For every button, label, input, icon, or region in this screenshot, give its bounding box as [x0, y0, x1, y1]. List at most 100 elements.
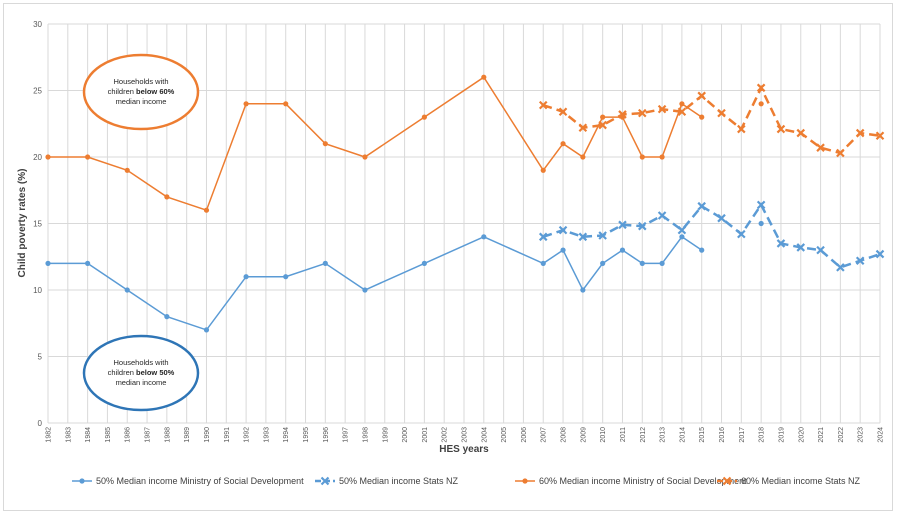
data-point: [421, 114, 427, 120]
legend-item: 60% Median income Stats NZ: [717, 476, 861, 486]
data-point: [677, 107, 687, 117]
x-tick-label: 2002: [442, 427, 449, 443]
data-point: [657, 211, 667, 220]
annotation-text: children below 60%: [108, 87, 175, 96]
data-point: [855, 128, 865, 138]
x-axis-ticks: 1982 1983 1984 1985 1986 1987 1988 1989 1990 1991…: [46, 427, 885, 443]
data-point: [85, 154, 91, 160]
x-tick-label: 2017: [739, 427, 746, 443]
data-point: [758, 101, 764, 107]
y-tick-label: 0: [38, 419, 43, 428]
legend-marker: [79, 478, 85, 484]
x-tick-label: 2001: [422, 427, 429, 443]
annotation-span: median income: [116, 378, 167, 387]
x-tick-label: 2000: [402, 427, 409, 443]
annotation-text: Households with: [113, 358, 168, 367]
x-tick-label: 2006: [521, 427, 528, 443]
series-group: [45, 74, 885, 333]
data-point: [578, 232, 588, 242]
annotation-ellipse: [82, 53, 200, 131]
data-point: [598, 231, 607, 240]
data-point: [836, 148, 845, 158]
x-tick-label: 2005: [501, 427, 508, 443]
data-point: [776, 239, 786, 248]
data-point: [124, 167, 130, 173]
data-point: [816, 143, 825, 152]
data-point: [737, 229, 746, 239]
y-axis-label: Child poverty rates (%): [17, 169, 28, 278]
data-point: [659, 260, 665, 266]
x-tick-label: 1985: [105, 427, 112, 443]
y-tick-label: 15: [33, 220, 42, 229]
x-tick-label: 1992: [244, 427, 251, 443]
y-axis-ticks: 0 5 10 15 20 25 30: [33, 20, 42, 428]
series-0: [45, 220, 764, 333]
data-point: [560, 247, 566, 253]
legend-marker: [722, 476, 732, 486]
legend-label: 50% Median income Stats NZ: [339, 476, 459, 486]
y-tick-label: 30: [33, 20, 42, 29]
data-point: [362, 287, 368, 293]
x-tick-label: 2021: [818, 427, 825, 443]
x-tick-label: 2015: [699, 427, 706, 443]
x-tick-label: 1988: [164, 427, 171, 443]
x-tick-label: 1990: [204, 427, 211, 443]
legend-marker: [522, 478, 528, 484]
x-tick-label: 1999: [382, 427, 389, 443]
legend-marker: [320, 476, 330, 486]
data-point: [697, 201, 706, 211]
x-tick-label: 2003: [462, 427, 469, 443]
legend-label: 60% Median income Ministry of Social Dev…: [539, 476, 747, 486]
data-point: [758, 220, 764, 227]
x-tick-label: 2022: [838, 427, 845, 443]
x-tick-label: 2019: [778, 427, 785, 443]
x-tick-label: 1995: [303, 427, 310, 443]
series-line: [48, 235, 703, 331]
data-point: [421, 260, 427, 266]
x-tick-label: 1998: [362, 427, 369, 443]
data-point: [639, 260, 645, 266]
x-tick-label: 2013: [660, 427, 667, 443]
data-point: [756, 200, 766, 210]
data-point: [540, 167, 546, 173]
data-point: [836, 263, 845, 272]
data-point: [45, 260, 51, 266]
y-tick-label: 5: [38, 353, 43, 362]
annotation-span: median income: [116, 97, 167, 106]
x-tick-label: 1984: [85, 427, 92, 443]
x-tick-label: 2011: [620, 427, 627, 442]
data-point: [538, 100, 548, 110]
data-point: [677, 225, 687, 235]
data-point: [164, 314, 170, 320]
x-tick-label: 1991: [224, 427, 231, 443]
data-point: [481, 234, 487, 240]
data-point: [85, 260, 91, 266]
x-tick-label: 1993: [263, 427, 270, 443]
data-point: [164, 194, 170, 200]
x-tick-label: 1986: [125, 427, 132, 443]
series-line: [542, 202, 881, 269]
data-point: [619, 247, 626, 253]
legend-item: 60% Median income Ministry of Social Dev…: [515, 476, 747, 486]
data-point: [855, 256, 865, 266]
annotation-text: median income: [116, 97, 167, 106]
legend: 50% Median income Ministry of Social Dev…: [72, 476, 861, 486]
data-point: [243, 274, 249, 280]
data-point: [875, 249, 885, 259]
x-tick-label: 2023: [858, 427, 865, 443]
data-point: [737, 124, 746, 134]
annotation-text: Households with: [113, 77, 168, 86]
x-tick-label: 2014: [679, 427, 686, 443]
data-point: [600, 114, 606, 120]
y-tick-label: 10: [33, 286, 42, 295]
data-point: [679, 234, 685, 240]
x-tick-label: 2018: [759, 427, 766, 443]
annotation-span: children: [108, 87, 136, 96]
x-tick-label: 2007: [541, 427, 548, 443]
x-tick-label: 2008: [561, 427, 568, 443]
x-tick-label: 1982: [46, 427, 53, 443]
annotation-text: median income: [116, 378, 167, 387]
annotation-span: below 60%: [136, 87, 175, 96]
x-tick-label: 1997: [343, 427, 350, 443]
